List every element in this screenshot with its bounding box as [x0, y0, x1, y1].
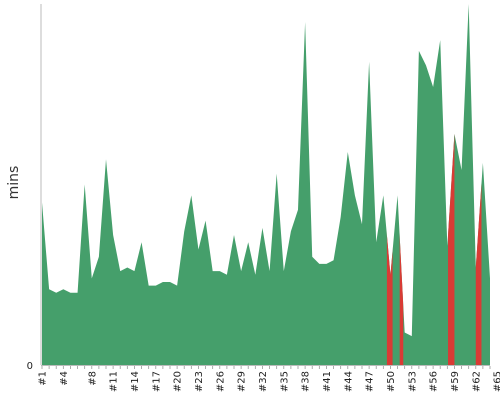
x-tick-label: #32 — [258, 371, 269, 392]
y-ticks: 0 — [27, 361, 33, 372]
x-tick-label: #23 — [194, 371, 205, 392]
x-tick-label: #47 — [365, 371, 376, 392]
x-tick-label: #29 — [237, 371, 248, 392]
x-tick-label: #50 — [386, 371, 397, 392]
x-tick-label: #20 — [173, 371, 184, 392]
x-tick-label: #38 — [301, 371, 312, 392]
y-tick-label: 0 — [27, 361, 33, 372]
x-tick-label: #17 — [151, 371, 162, 392]
x-tick-label: #53 — [407, 371, 418, 392]
x-tick-label: #14 — [130, 371, 141, 392]
highlight-region-5 — [494, 4, 497, 365]
y-axis-title: mins — [6, 166, 22, 200]
x-tick-label: #56 — [429, 371, 440, 392]
x-tick-label: #8 — [87, 371, 98, 386]
highlight-region-1 — [386, 4, 393, 365]
x-tick-label: #1 — [38, 371, 49, 386]
highlight-region-2 — [399, 4, 404, 365]
x-ticks: #1 #4 #8 #11 #14 #17 #20 #23 #26 #29 #32 #35 #38 #41 #… — [38, 366, 500, 392]
highlight-region-4 — [475, 4, 482, 365]
area-group — [42, 4, 490, 365]
x-tick-label: #59 — [450, 371, 461, 392]
x-tick-label: #62 — [471, 371, 482, 392]
x-tick-label: #41 — [322, 371, 333, 392]
highlight-region-3 — [448, 4, 455, 365]
x-tick-label: #26 — [215, 371, 226, 392]
x-tick-label: #11 — [109, 371, 120, 392]
x-tick-label: #4 — [59, 371, 70, 386]
x-tick-label: #35 — [279, 371, 290, 392]
area-series — [42, 4, 490, 365]
x-tick-label: #65 — [493, 371, 500, 392]
x-tick-label: #44 — [343, 371, 354, 392]
